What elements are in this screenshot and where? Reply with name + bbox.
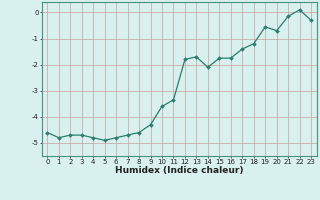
X-axis label: Humidex (Indice chaleur): Humidex (Indice chaleur) bbox=[115, 166, 244, 175]
